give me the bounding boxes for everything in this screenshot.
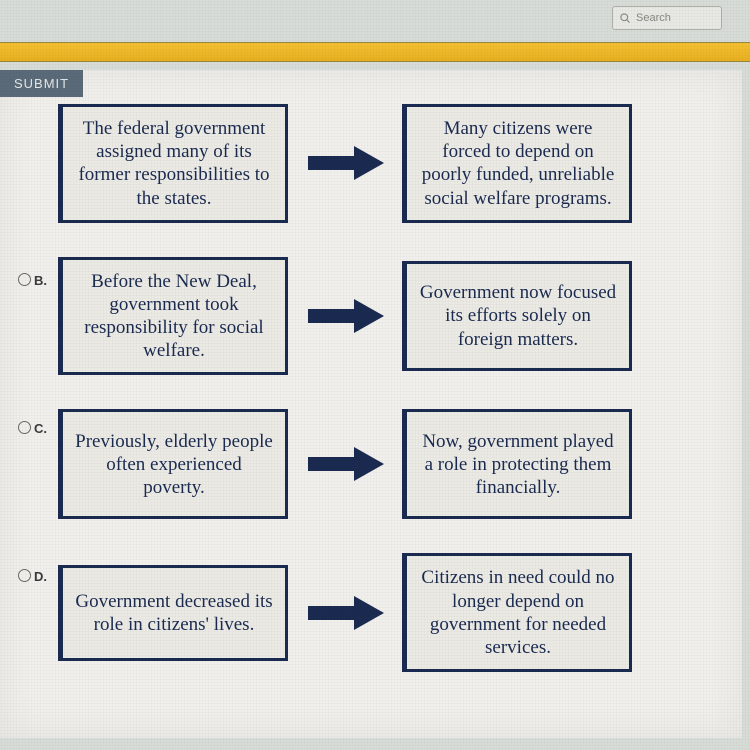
effect-box: Government now focused its efforts solel… [402, 261, 632, 371]
radio-circle-icon [18, 273, 31, 286]
header-band [0, 42, 750, 62]
option-letter: C. [34, 421, 47, 436]
option-letter: B. [34, 273, 47, 288]
option-row: The federal government assigned many of … [0, 104, 742, 223]
option-row: C. Previously, elderly people often expe… [0, 409, 742, 519]
radio-circle-icon [18, 569, 31, 582]
effect-box: Citizens in need could no longer depend … [402, 553, 632, 672]
option-row: D. Government decreased its role in citi… [0, 553, 742, 672]
radio-circle-icon [18, 421, 31, 434]
effect-box: Many citizens were forced to depend on p… [402, 104, 632, 223]
option-letter: D. [34, 569, 47, 584]
submit-button[interactable]: SUBMIT [0, 70, 83, 97]
option-radio-b[interactable]: B. [18, 273, 58, 288]
cause-box: The federal government assigned many of … [58, 104, 288, 223]
arrow-icon [302, 444, 388, 484]
cause-box: Before the New Deal, government took res… [58, 257, 288, 376]
arrow-icon [302, 593, 388, 633]
options-list: The federal government assigned many of … [0, 104, 742, 738]
content-panel: SUBMIT The federal government assigned m… [0, 70, 742, 738]
search-bar[interactable]: Search [612, 6, 722, 30]
search-icon [619, 12, 631, 24]
effect-box: Now, government played a role in protect… [402, 409, 632, 519]
arrow-icon [302, 296, 388, 336]
option-row: B. Before the New Deal, government took … [0, 257, 742, 376]
arrow-icon [302, 143, 388, 183]
cause-box: Previously, elderly people often experie… [58, 409, 288, 519]
cause-box: Government decreased its role in citizen… [58, 565, 288, 661]
search-placeholder: Search [636, 12, 671, 24]
option-radio-c[interactable]: C. [18, 421, 58, 436]
option-radio-d[interactable]: D. [18, 569, 58, 584]
